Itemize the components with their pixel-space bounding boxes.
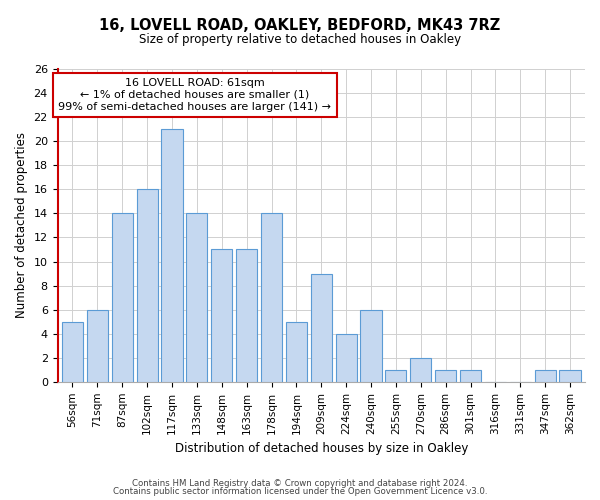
Bar <box>410 358 431 382</box>
Bar <box>161 129 182 382</box>
Bar <box>186 214 208 382</box>
Bar <box>286 322 307 382</box>
Text: 16 LOVELL ROAD: 61sqm
← 1% of detached houses are smaller (1)
99% of semi-detach: 16 LOVELL ROAD: 61sqm ← 1% of detached h… <box>58 78 331 112</box>
X-axis label: Distribution of detached houses by size in Oakley: Distribution of detached houses by size … <box>175 442 468 455</box>
Bar <box>535 370 556 382</box>
Text: Contains HM Land Registry data © Crown copyright and database right 2024.: Contains HM Land Registry data © Crown c… <box>132 478 468 488</box>
Bar <box>211 250 232 382</box>
Bar <box>361 310 382 382</box>
Text: Contains public sector information licensed under the Open Government Licence v3: Contains public sector information licen… <box>113 487 487 496</box>
Bar <box>236 250 257 382</box>
Y-axis label: Number of detached properties: Number of detached properties <box>15 132 28 318</box>
Bar <box>112 214 133 382</box>
Text: Size of property relative to detached houses in Oakley: Size of property relative to detached ho… <box>139 32 461 46</box>
Bar <box>460 370 481 382</box>
Bar <box>559 370 581 382</box>
Bar <box>261 214 282 382</box>
Bar <box>385 370 406 382</box>
Bar <box>137 190 158 382</box>
Bar <box>435 370 456 382</box>
Bar <box>335 334 357 382</box>
Text: 16, LOVELL ROAD, OAKLEY, BEDFORD, MK43 7RZ: 16, LOVELL ROAD, OAKLEY, BEDFORD, MK43 7… <box>100 18 500 32</box>
Bar <box>87 310 108 382</box>
Bar <box>62 322 83 382</box>
Bar <box>311 274 332 382</box>
